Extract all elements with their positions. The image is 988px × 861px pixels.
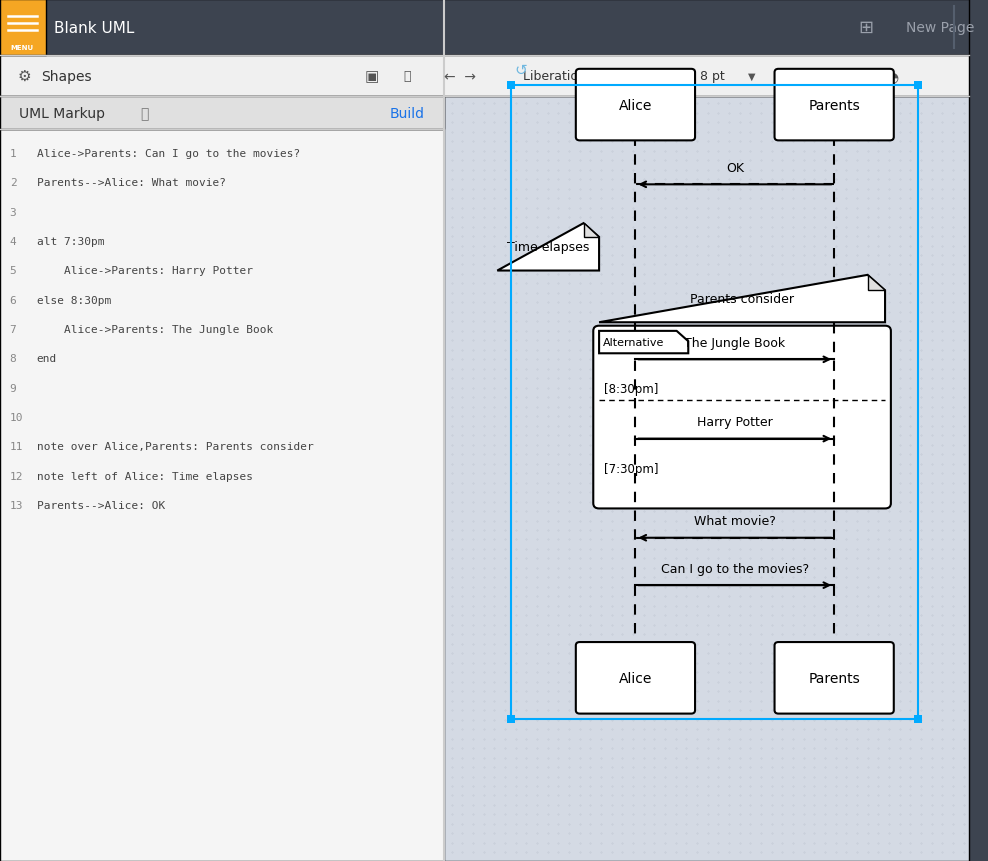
FancyBboxPatch shape bbox=[914, 715, 923, 723]
Text: MENU: MENU bbox=[11, 45, 34, 51]
Text: Parents consider: Parents consider bbox=[690, 293, 794, 306]
Text: ⊞: ⊞ bbox=[859, 19, 873, 37]
FancyBboxPatch shape bbox=[444, 97, 969, 861]
Text: Parents: Parents bbox=[808, 671, 860, 685]
FancyBboxPatch shape bbox=[0, 0, 969, 56]
FancyBboxPatch shape bbox=[576, 642, 695, 714]
Text: Alice: Alice bbox=[618, 671, 652, 685]
Text: ↺: ↺ bbox=[514, 63, 527, 78]
FancyBboxPatch shape bbox=[0, 56, 969, 97]
Text: ▣: ▣ bbox=[365, 69, 379, 84]
Text: 10: 10 bbox=[10, 412, 23, 423]
Text: What movie?: What movie? bbox=[694, 515, 776, 528]
Text: ⊤: ⊤ bbox=[863, 69, 876, 84]
Text: Blank UML: Blank UML bbox=[54, 21, 134, 35]
Polygon shape bbox=[867, 276, 885, 291]
Text: Alice->Parents: Can I go to the movies?: Alice->Parents: Can I go to the movies? bbox=[37, 149, 300, 159]
FancyBboxPatch shape bbox=[0, 130, 444, 861]
Text: B: B bbox=[775, 69, 786, 84]
FancyBboxPatch shape bbox=[0, 97, 444, 130]
Text: 6: 6 bbox=[10, 295, 17, 306]
Polygon shape bbox=[584, 224, 599, 238]
Text: note over Alice,Parents: Parents consider: note over Alice,Parents: Parents conside… bbox=[37, 442, 313, 452]
Text: ≡: ≡ bbox=[840, 69, 853, 84]
FancyBboxPatch shape bbox=[507, 715, 515, 723]
Text: 3: 3 bbox=[10, 208, 17, 218]
Text: ←  →: ← → bbox=[445, 70, 476, 84]
Text: 1: 1 bbox=[10, 149, 17, 159]
FancyBboxPatch shape bbox=[0, 0, 45, 56]
Text: ⚙: ⚙ bbox=[18, 69, 31, 84]
FancyBboxPatch shape bbox=[775, 70, 894, 141]
Text: The Jungle Book: The Jungle Book bbox=[685, 337, 785, 350]
Text: Alice->Parents: The Jungle Book: Alice->Parents: The Jungle Book bbox=[37, 325, 273, 335]
Text: Parents: Parents bbox=[808, 98, 860, 113]
Text: alt 7:30pm: alt 7:30pm bbox=[37, 237, 105, 247]
Text: 12: 12 bbox=[10, 471, 23, 481]
Text: U: U bbox=[817, 69, 829, 84]
Text: Build: Build bbox=[389, 107, 425, 121]
FancyBboxPatch shape bbox=[576, 70, 695, 141]
Text: Harry Potter: Harry Potter bbox=[697, 416, 773, 429]
Text: New Page: New Page bbox=[906, 21, 975, 35]
Text: 🔍: 🔍 bbox=[403, 70, 411, 84]
Text: ⓘ: ⓘ bbox=[140, 107, 149, 121]
Text: Parents-->Alice: OK: Parents-->Alice: OK bbox=[37, 500, 165, 511]
Text: 8: 8 bbox=[10, 354, 17, 364]
Text: Parents-->Alice: What movie?: Parents-->Alice: What movie? bbox=[37, 178, 226, 189]
Text: 11: 11 bbox=[10, 442, 23, 452]
Text: Shapes: Shapes bbox=[41, 70, 91, 84]
Text: 4: 4 bbox=[10, 237, 17, 247]
Text: Time elapses: Time elapses bbox=[507, 241, 590, 254]
Text: 2: 2 bbox=[10, 178, 17, 189]
Polygon shape bbox=[599, 331, 689, 354]
Text: 9: 9 bbox=[10, 383, 17, 393]
Polygon shape bbox=[599, 276, 885, 323]
Text: Alternative: Alternative bbox=[603, 338, 664, 348]
FancyBboxPatch shape bbox=[914, 83, 923, 90]
Text: I: I bbox=[799, 69, 804, 84]
Text: UML Markup: UML Markup bbox=[20, 107, 106, 121]
Text: Liberation Sans: Liberation Sans bbox=[524, 70, 620, 84]
Text: Alice->Parents: Harry Potter: Alice->Parents: Harry Potter bbox=[37, 266, 253, 276]
Text: ▼: ▼ bbox=[665, 71, 673, 82]
FancyBboxPatch shape bbox=[775, 642, 894, 714]
Text: [8:30pm]: [8:30pm] bbox=[604, 382, 658, 396]
Text: note left of Alice: Time elapses: note left of Alice: Time elapses bbox=[37, 471, 253, 481]
Text: 8 pt: 8 pt bbox=[700, 70, 725, 84]
Text: [7:30pm]: [7:30pm] bbox=[604, 462, 658, 476]
Text: 13: 13 bbox=[10, 500, 23, 511]
Text: ▼: ▼ bbox=[748, 71, 755, 82]
Text: 7: 7 bbox=[10, 325, 17, 335]
FancyBboxPatch shape bbox=[507, 83, 515, 90]
Text: 5: 5 bbox=[10, 266, 17, 276]
Text: OK: OK bbox=[726, 162, 744, 175]
Text: ◔: ◔ bbox=[886, 70, 898, 84]
Polygon shape bbox=[497, 224, 599, 271]
Text: Alice: Alice bbox=[618, 98, 652, 113]
Text: end: end bbox=[37, 354, 57, 364]
Text: Can I go to the movies?: Can I go to the movies? bbox=[661, 562, 809, 575]
FancyBboxPatch shape bbox=[593, 326, 891, 509]
Text: else 8:30pm: else 8:30pm bbox=[37, 295, 111, 306]
